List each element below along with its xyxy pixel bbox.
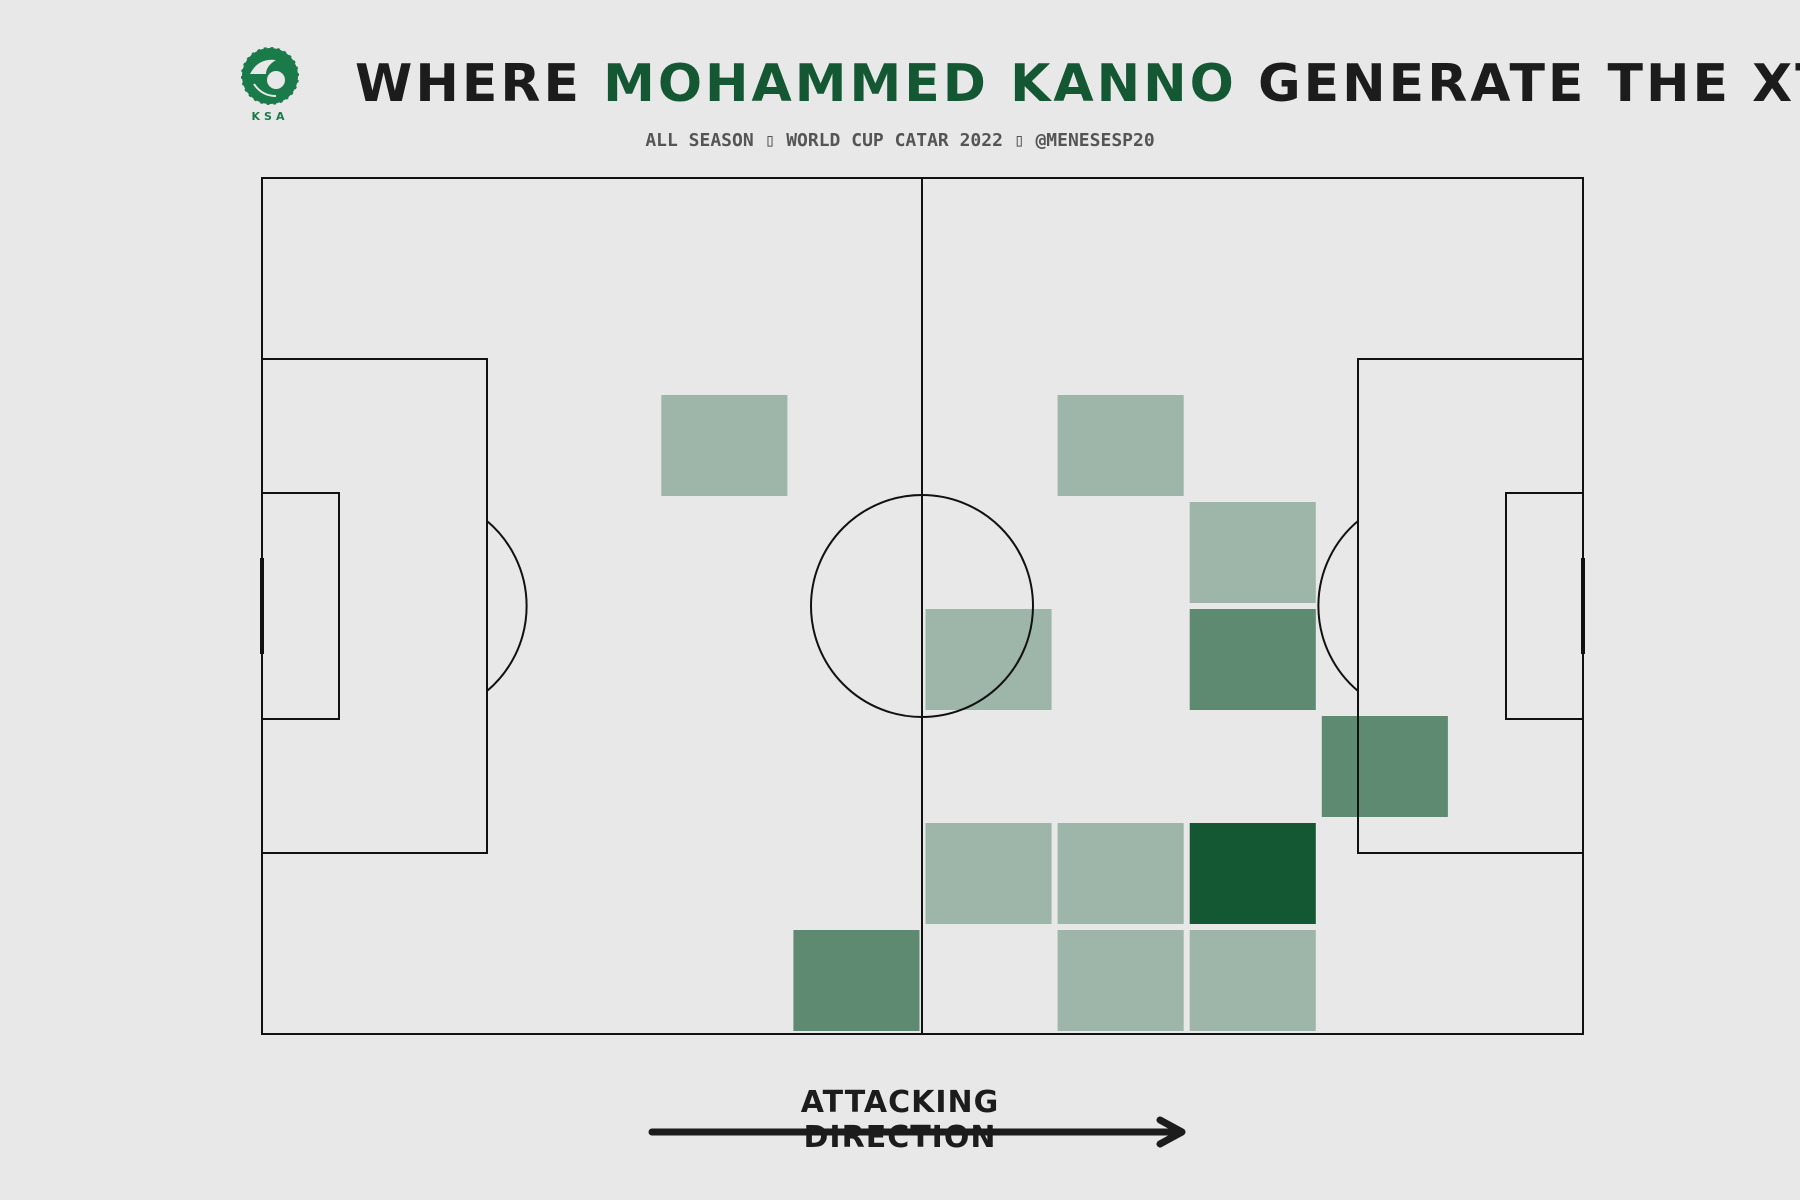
heatmap-cell-6-2 [1057,395,1184,496]
heatmap-cell-6-7 [1057,930,1184,1031]
pitch-lines [261,177,1584,1035]
left-penalty-box [261,358,488,854]
heatmap-cell-7-6 [1189,823,1316,924]
subtitle: ALL SEASON ▯ WORLD CUP CATAR 2022 ▯ @MEN… [645,130,1155,151]
player-name: MOHAMMED KANNO [603,54,1237,114]
heatmap-cell-4-7 [793,930,920,1031]
heatmap-cell-6-6 [1057,823,1184,924]
saff-crest-icon [240,46,300,106]
center-circle [810,494,1034,718]
heatmap-cell-7-3 [1189,502,1316,603]
heatmap-cell-5-6 [925,823,1052,924]
heatmap-cell-3-2 [661,395,788,496]
right-six-yard-box [1505,492,1584,720]
left-six-yard-box [261,492,340,720]
page-title: WHERE MOHAMMED KANNO GENERATE THE XT [355,52,1800,116]
title-prefix: WHERE [355,54,604,114]
heatmap-cell-8-5 [1321,716,1448,817]
right-penalty-arc [1317,520,1359,692]
attacking-direction-label: ATTACKING DIRECTION [800,1085,1000,1155]
heatmap-cell-7-7 [1189,930,1316,1031]
logo-text: KSA [251,110,289,123]
arrow-right-icon [648,1116,1186,1148]
heatmap-cell-7-4 [1189,609,1316,710]
heatmap-cells [661,395,1448,1031]
title-suffix: GENERATE THE XT [1236,54,1800,114]
left-penalty-arc [486,520,528,692]
